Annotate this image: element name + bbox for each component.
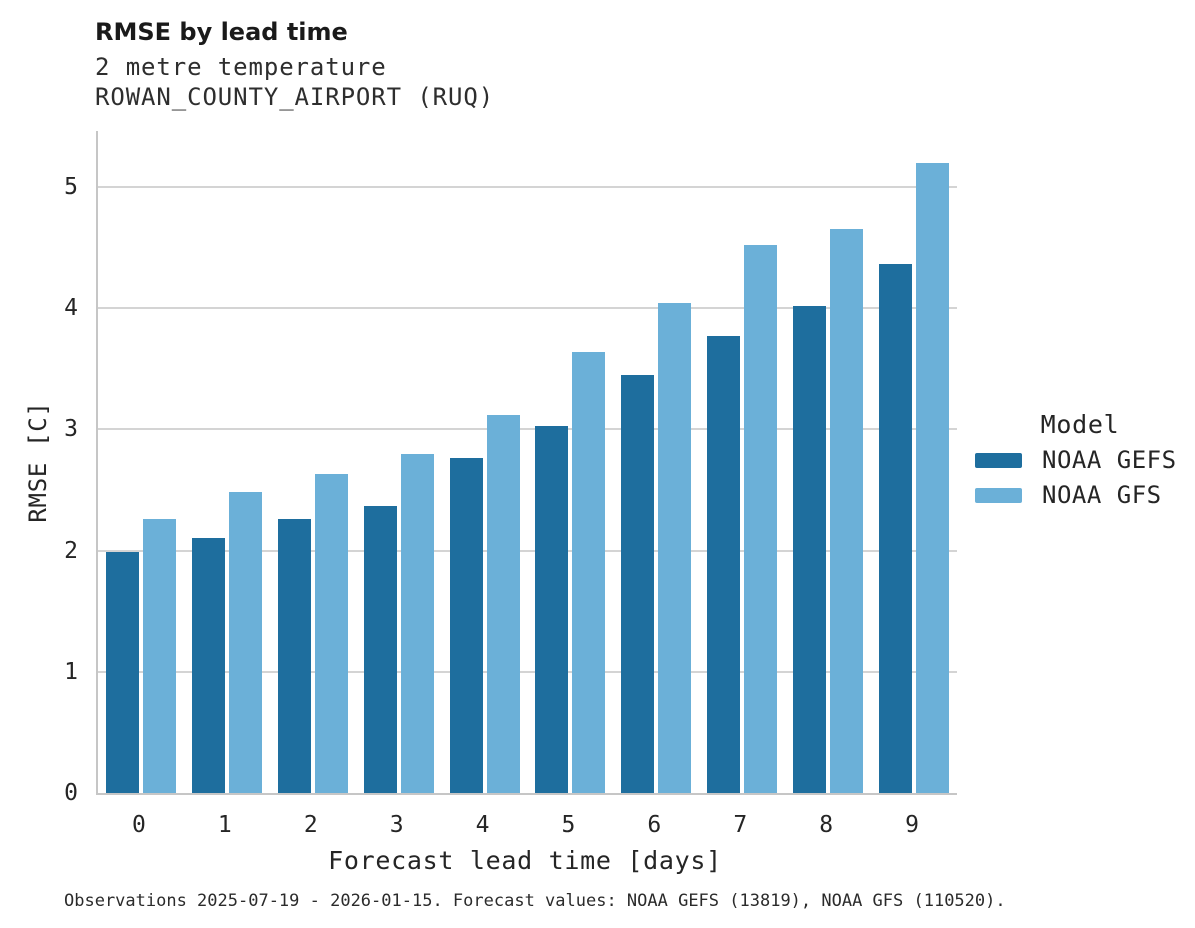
x-tick-label: 9: [905, 812, 919, 838]
bar-group: [442, 131, 528, 793]
bar-group: [871, 131, 957, 793]
bar-noaa-gefs-day-7: [707, 335, 741, 793]
bar-group: [785, 131, 871, 793]
bar-noaa-gefs-day-1: [191, 538, 225, 793]
bar-noaa-gefs-day-5: [535, 425, 569, 793]
chart-subtitle-station: ROWAN_COUNTY_AIRPORT (RUQ): [95, 83, 495, 111]
bar-noaa-gfs-day-6: [658, 303, 692, 793]
legend-item-gefs: NOAA GEFS: [975, 446, 1185, 474]
y-tick-label: 2: [64, 537, 78, 564]
bar-noaa-gefs-day-8: [793, 305, 827, 793]
y-tick-label: 1: [64, 658, 78, 685]
bar-noaa-gefs-day-9: [879, 264, 913, 793]
bar-noaa-gfs-day-7: [744, 244, 778, 793]
y-tick-label: 5: [64, 173, 78, 200]
bar-noaa-gefs-day-4: [449, 458, 483, 793]
bar-group: [184, 131, 270, 793]
legend-item-label: NOAA GFS: [1042, 481, 1162, 509]
gefs-swatch-icon: [975, 452, 1022, 468]
bar-noaa-gfs-day-1: [228, 492, 262, 793]
legend-item-gfs: NOAA GFS: [975, 481, 1185, 509]
bar-noaa-gfs-day-5: [572, 351, 606, 793]
x-tick-label: 7: [733, 812, 748, 838]
x-tick-label: 3: [389, 812, 404, 838]
x-tick-label: 0: [132, 812, 146, 838]
bar-noaa-gefs-day-2: [277, 519, 311, 793]
bar-noaa-gfs-day-0: [142, 519, 176, 793]
chart-title: RMSE by lead time: [95, 18, 348, 46]
bar-noaa-gefs-day-3: [363, 505, 397, 793]
gridline: [98, 428, 957, 431]
gridline: [98, 185, 957, 188]
bar-noaa-gfs-day-9: [916, 162, 950, 793]
bar-noaa-gfs-day-3: [400, 453, 434, 793]
chart-subtitle-variable: 2 metre temperature: [95, 53, 387, 81]
bar-group: [98, 131, 184, 793]
bar-group: [270, 131, 356, 793]
y-tick-label: 0: [64, 780, 78, 806]
x-tick-label: 6: [647, 812, 662, 838]
bar-group: [699, 131, 785, 793]
bar-noaa-gfs-day-2: [314, 474, 348, 793]
footer-caption: Observations 2025-07-19 - 2026-01-15. Fo…: [64, 891, 1006, 911]
y-tick-label: 4: [64, 295, 78, 322]
bar-noaa-gfs-day-4: [486, 414, 520, 793]
x-tick-label: 4: [475, 812, 490, 838]
x-tick-label: 8: [819, 812, 834, 838]
bar-noaa-gfs-day-8: [830, 229, 864, 793]
x-tick-label: 5: [561, 812, 576, 838]
y-tick-label: 3: [64, 416, 78, 443]
gridline: [98, 549, 957, 552]
legend-item-label: NOAA GEFS: [1042, 446, 1177, 474]
bar-noaa-gefs-day-6: [621, 374, 655, 793]
legend-title: Model: [1040, 410, 1120, 439]
bar-group: [528, 131, 614, 793]
gridline: [98, 307, 957, 310]
gfs-swatch-icon: [975, 487, 1022, 503]
x-tick-label: 2: [303, 812, 318, 838]
bar-group: [613, 131, 699, 793]
x-tick-label: 1: [217, 812, 232, 838]
legend: Model NOAA GEFS NOAA GFS: [975, 410, 1185, 518]
bar-group: [356, 131, 442, 793]
bar-noaa-gefs-day-0: [105, 551, 139, 793]
plot-area: [96, 131, 957, 795]
gridline: [98, 670, 957, 673]
x-axis-title: Forecast lead time [days]: [328, 846, 722, 875]
